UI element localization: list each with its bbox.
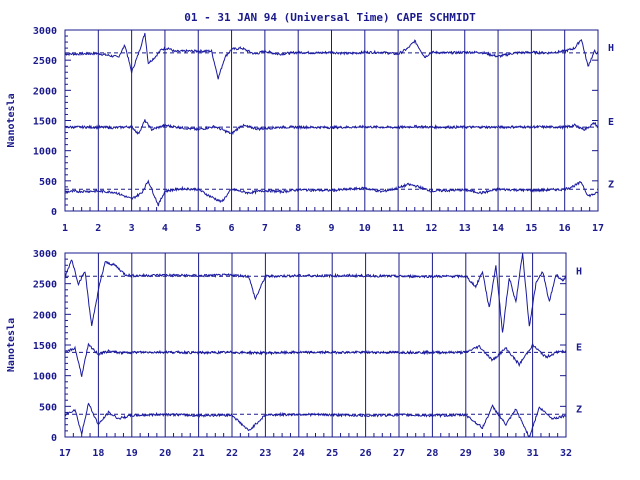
x-tick-label: 21 — [193, 448, 205, 459]
x-tick-label: 13 — [459, 223, 471, 234]
trace-e — [64, 119, 599, 136]
trace-h — [64, 32, 599, 80]
component-label-z: Z — [608, 179, 614, 190]
chart-panel-top: 1 2 3 4 5 6 7 8 9 10 11 12 13 14 15 16 17050010001500200… — [6, 26, 614, 234]
x-tick-label: 15 — [525, 223, 537, 234]
y-tick-label: 3000 — [33, 26, 57, 37]
y-tick-label: 500 — [39, 402, 57, 413]
x-tick-label: 24 — [293, 448, 305, 459]
y-tick-label: 1000 — [33, 372, 57, 383]
x-tick-label: 1 — [62, 223, 68, 234]
x-tick-label: 8 — [295, 223, 301, 234]
x-tick-label: 9 — [328, 223, 334, 234]
y-tick-label: 0 — [51, 207, 57, 218]
x-tick-label: 19 — [126, 448, 138, 459]
chart-panel-bottom: 17 18 19 20 21 22 23 24 25 26 27 28 29 30 31 32 0 500 1000… — [6, 249, 582, 459]
y-tick-label: 3000 — [33, 249, 57, 260]
component-label-h: H — [576, 266, 582, 277]
y-tick-label: 2500 — [33, 280, 57, 291]
y-tick-label: 1000 — [33, 147, 57, 158]
x-tick-label: 17 — [592, 223, 604, 234]
x-tick-label: 5 — [195, 223, 201, 234]
x-tick-label: 32 — [560, 448, 572, 459]
x-tick-label: 31 — [527, 448, 539, 459]
chart-title: 01 - 31 JAN 94 (Universal Time) CAPE SCH… — [184, 11, 476, 24]
trace-h — [64, 253, 567, 333]
x-tick-label: 22 — [226, 448, 238, 459]
component-label-e: E — [576, 342, 582, 353]
x-tick-label: 20 — [159, 448, 171, 459]
x-tick-label: 14 — [492, 223, 504, 234]
x-tick-label: 10 — [359, 223, 371, 234]
component-label-e: E — [608, 117, 614, 128]
trace-z — [65, 179, 599, 207]
x-tick-label: 6 — [229, 223, 235, 234]
component-label-h: H — [608, 43, 614, 54]
y-tick-label: 1500 — [33, 341, 57, 352]
y-tick-label: 2000 — [33, 310, 57, 321]
x-tick-label: 25 — [326, 448, 338, 459]
x-tick-label: 29 — [460, 448, 472, 459]
x-tick-label: 16 — [559, 223, 571, 234]
y-tick-label: 1500 — [33, 117, 57, 128]
trace-z — [64, 402, 567, 438]
y-tick-label: 0 — [51, 433, 57, 444]
x-tick-label: 7 — [262, 223, 268, 234]
x-tick-label: 17 — [59, 448, 71, 459]
component-label-z: Z — [576, 404, 582, 415]
x-tick-label: 27 — [393, 448, 405, 459]
x-tick-label: 4 — [162, 223, 168, 234]
y-axis-label: Nanotesla — [6, 318, 17, 372]
y-axis-label: Nanotesla — [6, 93, 17, 147]
x-tick-label: 3 — [129, 223, 135, 234]
y-tick-label: 500 — [39, 177, 57, 188]
x-tick-label: 30 — [493, 448, 505, 459]
x-tick-label: 26 — [360, 448, 372, 459]
x-tick-label: 18 — [92, 448, 104, 459]
y-tick-label: 2000 — [33, 86, 57, 97]
trace-e — [64, 342, 567, 377]
x-tick-label: 11 — [392, 223, 404, 234]
x-tick-label: 12 — [425, 223, 437, 234]
x-tick-label: 23 — [259, 448, 271, 459]
y-tick-label: 2500 — [33, 56, 57, 67]
x-tick-label: 2 — [95, 223, 101, 234]
x-tick-label: 28 — [426, 448, 438, 459]
